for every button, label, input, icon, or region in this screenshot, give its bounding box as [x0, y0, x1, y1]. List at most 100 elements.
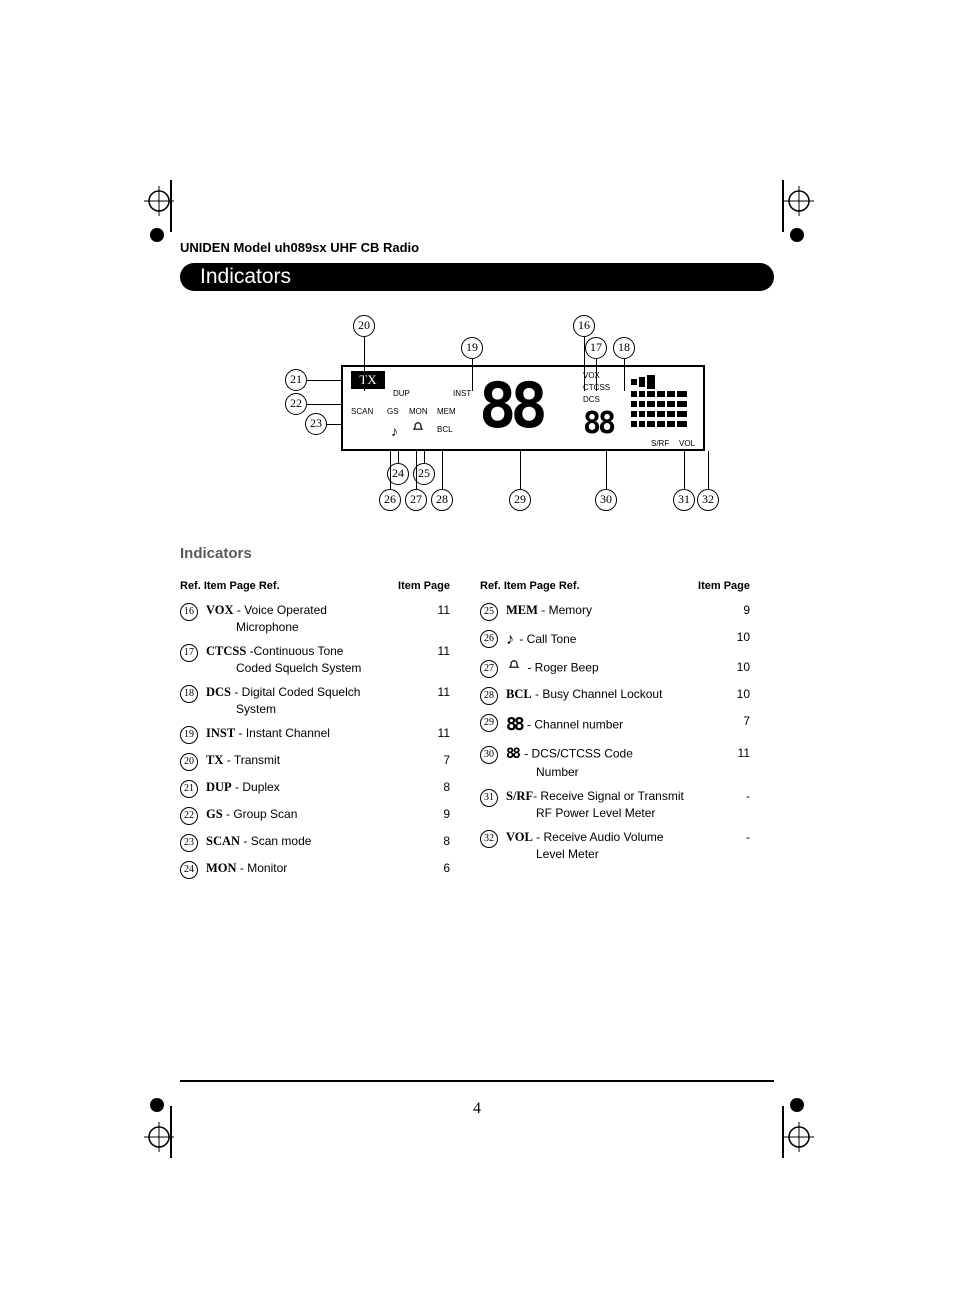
item-text-29: 88 - Channel number [506, 713, 730, 737]
lcd-big-segment: 88 [479, 375, 542, 437]
lcd-mon: MON [409, 407, 428, 416]
ref-circle-27: 27 [480, 660, 498, 678]
crop-line-tl-v [170, 180, 172, 232]
page-ref-16: 11 [430, 602, 450, 618]
indicator-row-20: 20 TX - Transmit7 [180, 752, 450, 771]
callout-20: 20 [353, 315, 375, 337]
left-column: Ref. Item Page Ref. Item Page 16VOX - Vo… [180, 580, 450, 887]
leader-26 [390, 451, 391, 489]
indicator-row-18: 18DCS - Digital Coded SquelchSystem11 [180, 684, 450, 717]
right-column: Ref. Item Page Ref. Item Page 25 MEM - Me… [480, 580, 750, 887]
leader-19 [472, 359, 473, 391]
leader-20 [364, 337, 365, 391]
indicator-row-32: 32VOL - Receive Audio VolumeLevel Meter- [480, 829, 750, 862]
page-header: UNIDEN Model uh089sx UHF CB Radio [180, 240, 774, 255]
ref-circle-17: 17 [180, 644, 198, 662]
lcd-diagram: TX DUP INST VOX CTCSS DCS SCAN GS MON ME… [247, 305, 707, 515]
lcd-bell-icon [411, 421, 425, 437]
callout-26: 26 [379, 489, 401, 511]
page-ref-24: 6 [430, 860, 450, 876]
callout-19: 19 [461, 337, 483, 359]
item-text-27: - Roger Beep [506, 659, 730, 677]
lcd-vol: VOL [679, 439, 695, 448]
ref-circle-25: 25 [480, 603, 498, 621]
indicator-row-22: 22GS - Group Scan9 [180, 806, 450, 825]
callout-29: 29 [509, 489, 531, 511]
indicator-row-30: 3088 - DCS/CTCSS CodeNumber11 [480, 745, 750, 780]
indicator-row-28: 28BCL - Busy Channel Lockout10 [480, 686, 750, 705]
leader-17 [596, 359, 597, 391]
ref-circle-21: 21 [180, 780, 198, 798]
indicator-row-19: 19INST - Instant Channel11 [180, 725, 450, 744]
page-number: 4 [0, 1100, 954, 1118]
ref-circle-23: 23 [180, 834, 198, 852]
lcd-dup: DUP [393, 389, 410, 398]
page-ref-17: 11 [430, 643, 450, 659]
ref-circle-22: 22 [180, 807, 198, 825]
item-text-23: SCAN - Scan mode [206, 833, 430, 850]
dot-mark-tl [150, 228, 164, 242]
leader-24 [398, 451, 399, 463]
indicator-row-21: 21 DUP - Duplex8 [180, 779, 450, 798]
crop-mark-tr [784, 186, 814, 216]
page-ref-29: 7 [730, 713, 750, 729]
ref-circle-32: 32 [480, 830, 498, 848]
leader-30 [606, 451, 607, 489]
lcd-scan: SCAN [351, 407, 373, 416]
page-ref-23: 8 [430, 833, 450, 849]
subheading: Indicators [180, 545, 774, 562]
leader-32 [708, 451, 709, 489]
ref-circle-20: 20 [180, 753, 198, 771]
crop-line-tr-v [782, 180, 784, 232]
lcd-signal-bars [631, 375, 703, 444]
lcd-note-icon: ♪ [391, 423, 398, 439]
callout-22: 22 [285, 393, 307, 415]
item-text-22: GS - Group Scan [206, 806, 430, 823]
ref-circle-31: 31 [480, 789, 498, 807]
page-ref-27: 10 [730, 659, 750, 675]
indicator-columns: Ref. Item Page Ref. Item Page 16VOX - Vo… [180, 580, 774, 887]
item-text-28: BCL - Busy Channel Lockout [506, 686, 730, 703]
indicator-row-26: 26 ♪ - Call Tone10 [480, 629, 750, 651]
page-ref-30: 11 [730, 745, 750, 761]
ref-circle-26: 26 [480, 630, 498, 648]
item-text-24: MON - Monitor [206, 860, 430, 877]
callout-27: 27 [405, 489, 427, 511]
item-text-19: INST - Instant Channel [206, 725, 430, 742]
col-header-left-text: Ref. Item Page Ref. [180, 580, 398, 592]
item-text-16: VOX - Voice OperatedMicrophone [206, 602, 430, 635]
item-text-26: ♪ - Call Tone [506, 629, 730, 651]
col-header-right: Ref. Item Page Ref. Item Page [480, 580, 750, 592]
leader-29 [520, 451, 521, 489]
lcd-mem: MEM [437, 407, 456, 416]
title-bar: Indicators [180, 263, 774, 291]
page-ref-21: 8 [430, 779, 450, 795]
page-ref-26: 10 [730, 629, 750, 645]
page-ref-18: 11 [430, 684, 450, 700]
ref-circle-29: 29 [480, 714, 498, 732]
indicator-row-23: 23 SCAN - Scan mode8 [180, 833, 450, 852]
lcd-tx: TX [351, 371, 385, 389]
leader-28 [442, 451, 443, 489]
col-header-right-text: Ref. Item Page Ref. [480, 580, 698, 592]
callout-18: 18 [613, 337, 635, 359]
item-text-21: DUP - Duplex [206, 779, 430, 796]
item-text-25: MEM - Memory [506, 602, 730, 619]
callout-17: 17 [585, 337, 607, 359]
item-text-20: TX - Transmit [206, 752, 430, 769]
col-header-right-page: Item Page [698, 580, 750, 592]
page-ref-25: 9 [730, 602, 750, 618]
page-ref-31: - [730, 788, 750, 804]
ref-circle-28: 28 [480, 687, 498, 705]
indicator-row-16: 16VOX - Voice OperatedMicrophone11 [180, 602, 450, 635]
indicator-row-27: 27 - Roger Beep10 [480, 659, 750, 678]
col-header-left: Ref. Item Page Ref. Item Page [180, 580, 450, 592]
leader-27 [416, 451, 417, 489]
leader-22 [307, 404, 341, 405]
ref-circle-24: 24 [180, 861, 198, 879]
page-ref-20: 7 [430, 752, 450, 768]
lcd-dcs: DCS [583, 395, 600, 404]
ref-circle-18: 18 [180, 685, 198, 703]
lcd-frame: TX DUP INST VOX CTCSS DCS SCAN GS MON ME… [341, 365, 705, 451]
item-text-30: 88 - DCS/CTCSS CodeNumber [506, 745, 730, 780]
